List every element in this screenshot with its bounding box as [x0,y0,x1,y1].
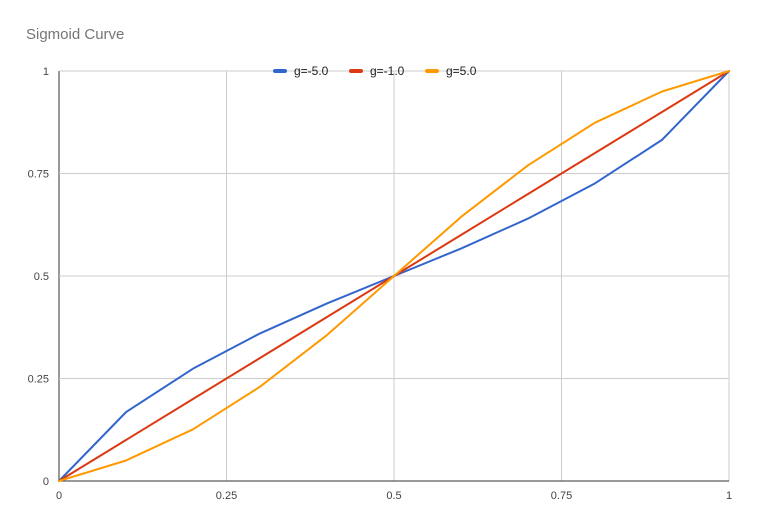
legend-label-g-1-0: g=-1.0 [370,64,405,78]
legend-label-g-5-0: g=5.0 [446,64,477,78]
x-tick-label: 1 [726,490,732,502]
y-tick-label: 0.75 [28,169,49,181]
x-tick-label: 0.75 [551,490,572,502]
x-tick-label: 0 [56,490,62,502]
y-tick-label: 0.25 [28,374,49,386]
x-tick-label: 0.25 [216,490,237,502]
legend-label-g-5-0: g=-5.0 [294,64,329,78]
y-tick-label: 0.5 [34,271,49,283]
chart-title: Sigmoid Curve [26,26,125,43]
series-line-g-5-0 [58,70,730,482]
y-tick-label: 0 [43,476,49,488]
x-tick-label: 0.5 [386,490,401,502]
y-tick-label: 1 [43,66,49,78]
